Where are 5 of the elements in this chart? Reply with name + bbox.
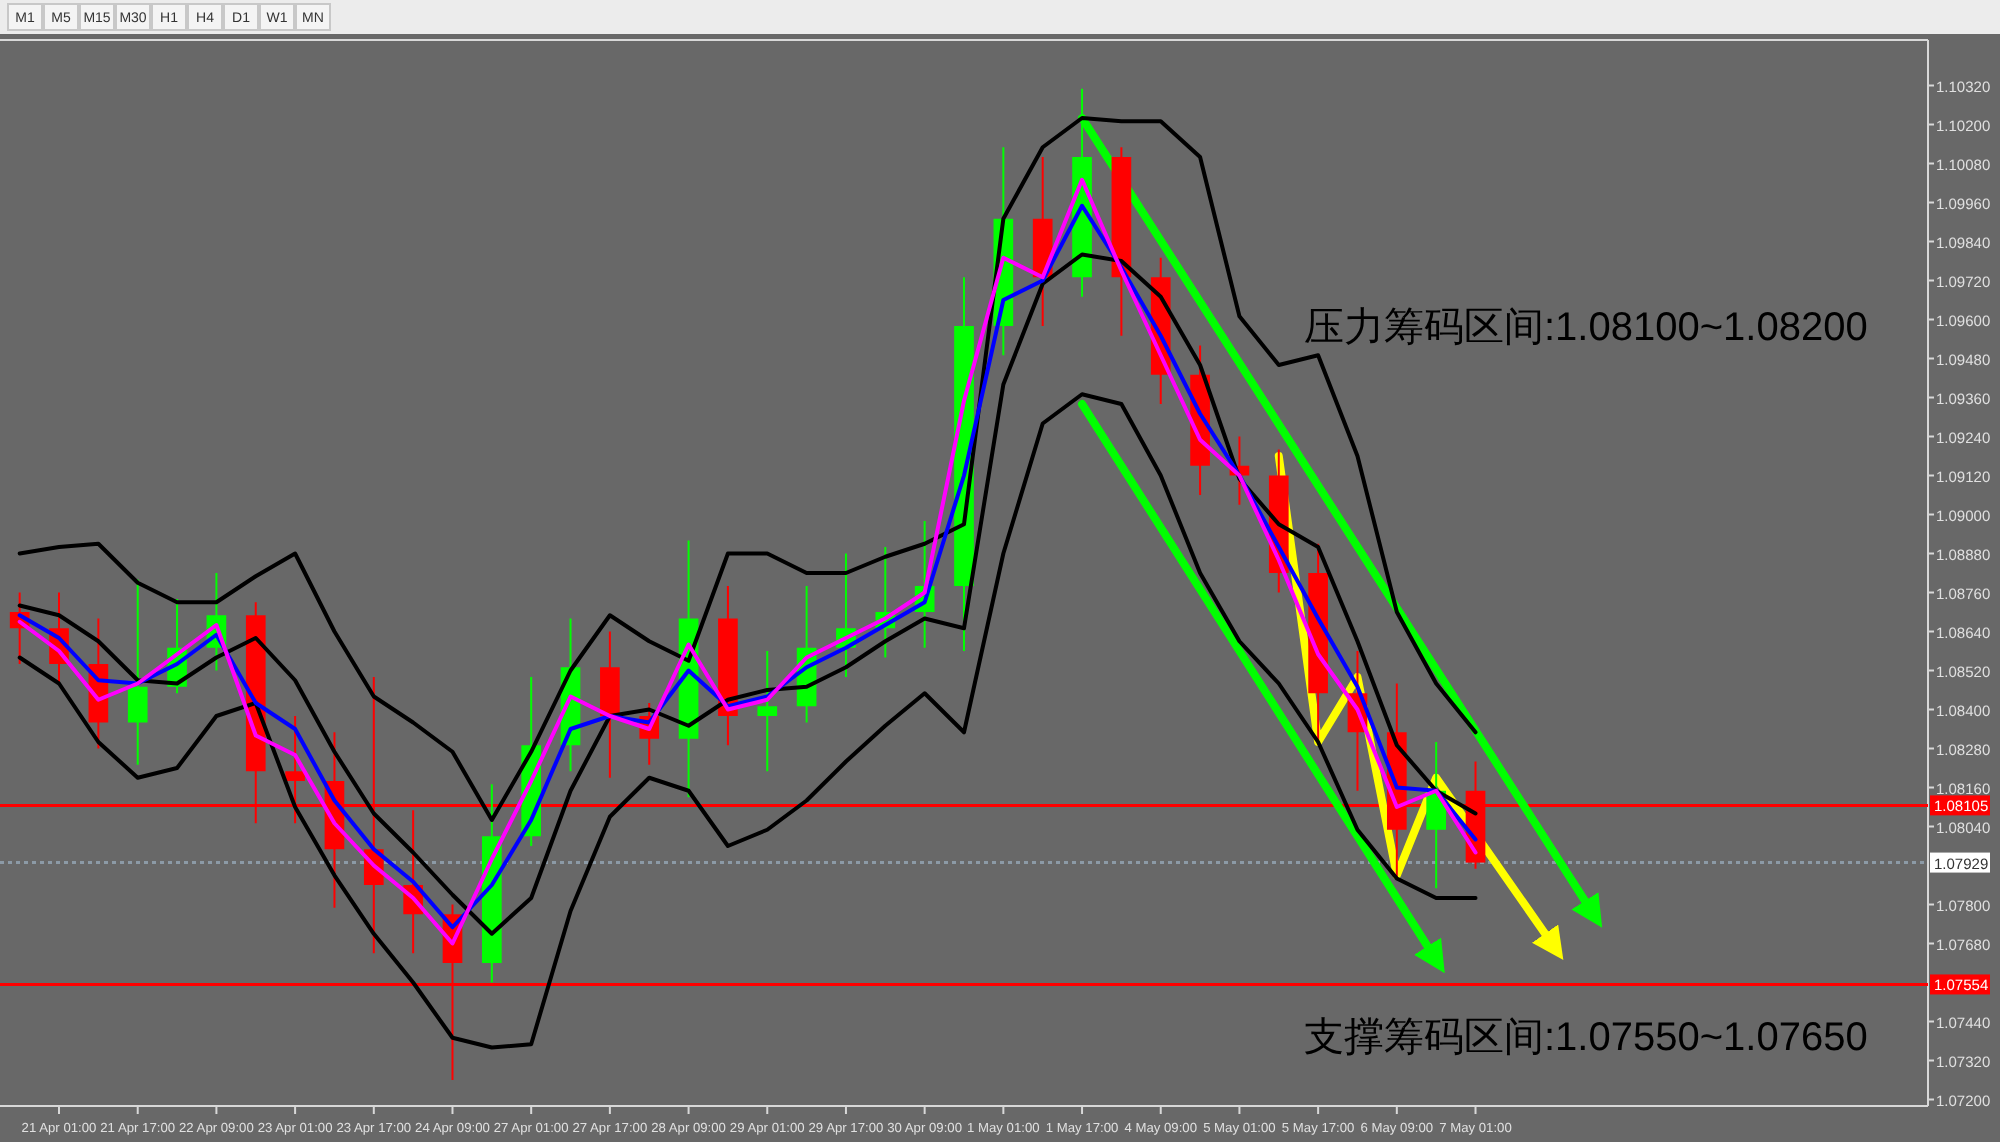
candlestick bbox=[127, 578, 148, 766]
candlestick bbox=[757, 650, 778, 773]
annotation: 支撑筹码区间:1.07550~1.07650 bbox=[1304, 1016, 1868, 1060]
annotation: 压力筹码区间:1.08100~1.08200 bbox=[1304, 306, 1868, 350]
candlestick bbox=[285, 715, 305, 825]
